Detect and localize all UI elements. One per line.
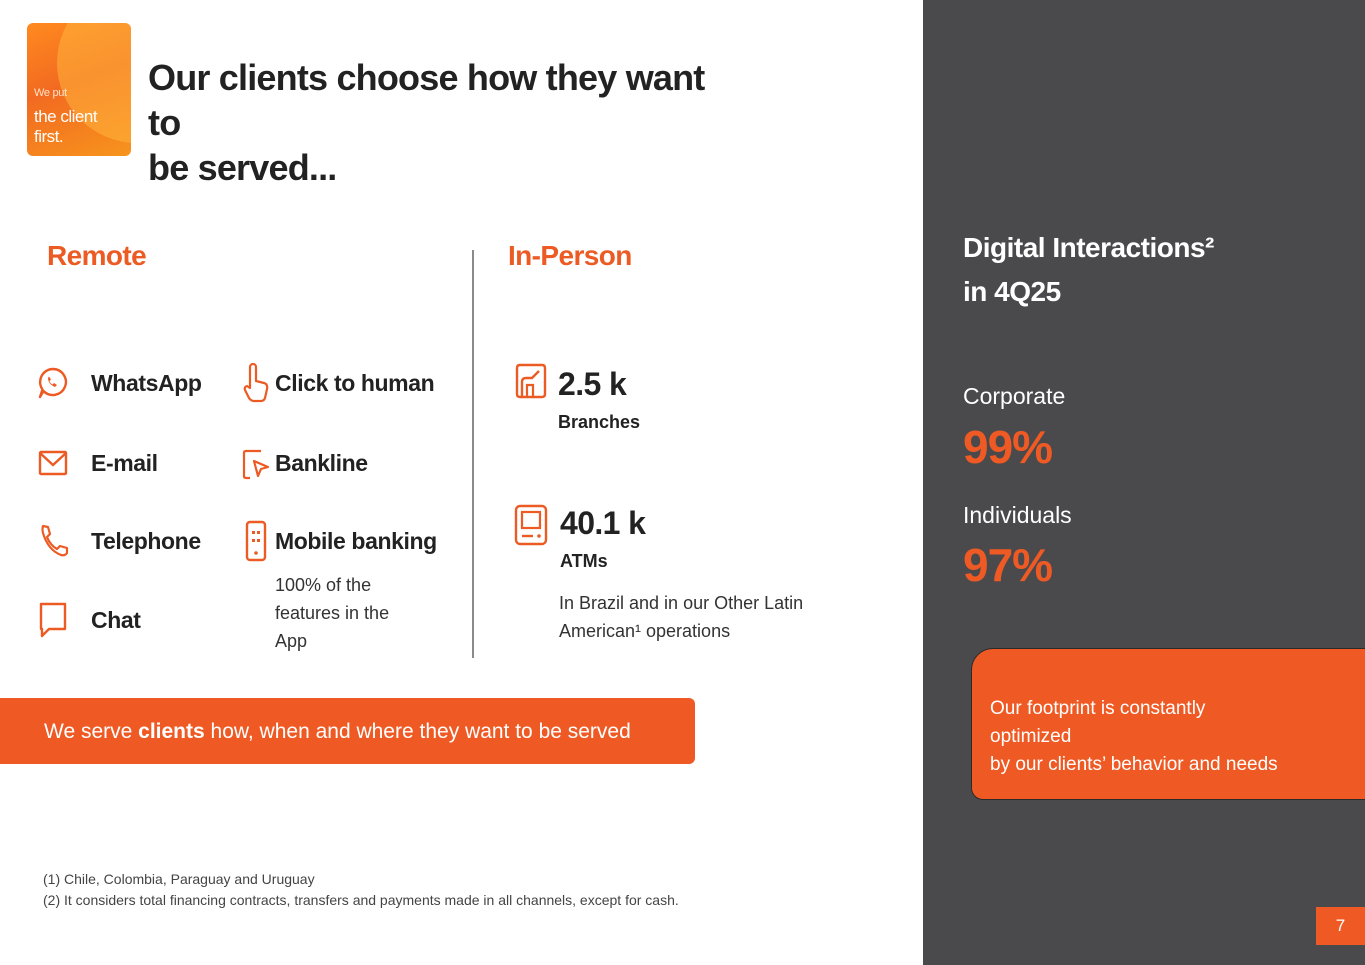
branch-building-icon — [514, 362, 548, 405]
logo-line-1: We put — [34, 87, 67, 99]
panel-title-line-2: in 4Q25 — [963, 276, 1061, 307]
serve-clients-banner: We serve clients how, when and where the… — [0, 698, 695, 764]
channel-click-to-human: Click to human — [240, 363, 435, 403]
channel-mobile-banking-label: Mobile banking — [275, 527, 437, 554]
atms-value: 40.1 k — [560, 505, 646, 541]
branches-value: 2.5 k — [558, 366, 627, 402]
logo-line-2b: first. — [34, 127, 64, 146]
mobile-note-line-2: features in the — [275, 603, 390, 623]
mobile-note-line-1: 100% of the — [275, 575, 372, 595]
channel-mobile-banking: Mobile banking — [240, 520, 437, 562]
page-title-line-2: be served... — [148, 147, 337, 188]
corporate-label: Corporate — [963, 383, 1066, 409]
page-title: Our clients choose how they want to be s… — [148, 55, 708, 190]
channel-whatsapp-label: WhatsApp — [91, 369, 202, 396]
channel-telephone: Telephone — [37, 522, 201, 560]
channel-email-label: E-mail — [91, 449, 158, 476]
banner-text-bold: clients — [138, 720, 205, 743]
mobile-note-line-3: App — [275, 631, 308, 651]
channel-chat-label: Chat — [91, 606, 141, 633]
logo-line-2a: the client — [34, 107, 98, 126]
page-title-line-1: Our clients choose how they want to — [148, 57, 705, 143]
section-divider — [472, 250, 474, 658]
footnote-2: (2) It considers total financing contrac… — [43, 892, 679, 908]
footprint-line-1: Our footprint is constantly optimized — [990, 698, 1206, 747]
logo-line-2: the client first. — [34, 107, 98, 147]
banner-text-pre: We serve — [44, 720, 139, 743]
atm-icon — [513, 503, 549, 552]
in-person-note-line-1: In Brazil and in our Other Latin — [559, 593, 804, 613]
corporate-value: 99% — [963, 421, 1053, 473]
envelope-icon — [37, 444, 69, 482]
channel-chat: Chat — [37, 601, 141, 639]
channel-click-to-human-label: Click to human — [275, 369, 435, 396]
in-person-note: In Brazil and in our Other Latin America… — [559, 589, 803, 645]
channel-bankline-label: Bankline — [275, 449, 368, 476]
chat-bubble-icon — [37, 601, 69, 639]
brand-logo: We put the client first. — [27, 23, 131, 156]
channel-whatsapp: WhatsApp — [37, 364, 202, 402]
channel-telephone-label: Telephone — [91, 527, 201, 554]
banner-text-post: how, when and where they want to be serv… — [204, 720, 631, 743]
in-person-note-line-2: American¹ operations — [559, 621, 731, 641]
footprint-callout-text: Our footprint is constantly optimized by… — [990, 695, 1290, 779]
channel-email: E-mail — [37, 444, 158, 482]
branches-label: Branches — [558, 412, 641, 432]
footnote-1: (1) Chile, Colombia, Paraguay and Urugua… — [43, 871, 315, 887]
hand-pointer-icon — [240, 363, 272, 403]
footprint-callout: Our footprint is constantly optimized by… — [971, 648, 1365, 800]
phone-icon — [37, 522, 69, 560]
atms-label: ATMs — [560, 551, 608, 571]
remote-heading: Remote — [47, 240, 147, 271]
digital-interactions-panel: Digital Interactions² in 4Q25 Corporate … — [923, 0, 1365, 965]
panel-title: Digital Interactions² in 4Q25 — [963, 226, 1214, 314]
footprint-line-2: by our clients’ behavior and needs — [990, 754, 1278, 775]
individuals-value: 97% — [963, 539, 1053, 591]
individuals-label: Individuals — [963, 502, 1072, 528]
page-number: 7 — [1316, 907, 1365, 945]
channel-bankline: Bankline — [240, 444, 368, 482]
whatsapp-icon — [37, 364, 69, 402]
mobile-banking-note: 100% of the features in the App — [275, 571, 389, 655]
cursor-click-icon — [240, 444, 272, 482]
mobile-phone-icon — [240, 520, 272, 562]
panel-title-line-1: Digital Interactions² — [963, 232, 1214, 263]
in-person-heading: In-Person — [508, 240, 632, 271]
